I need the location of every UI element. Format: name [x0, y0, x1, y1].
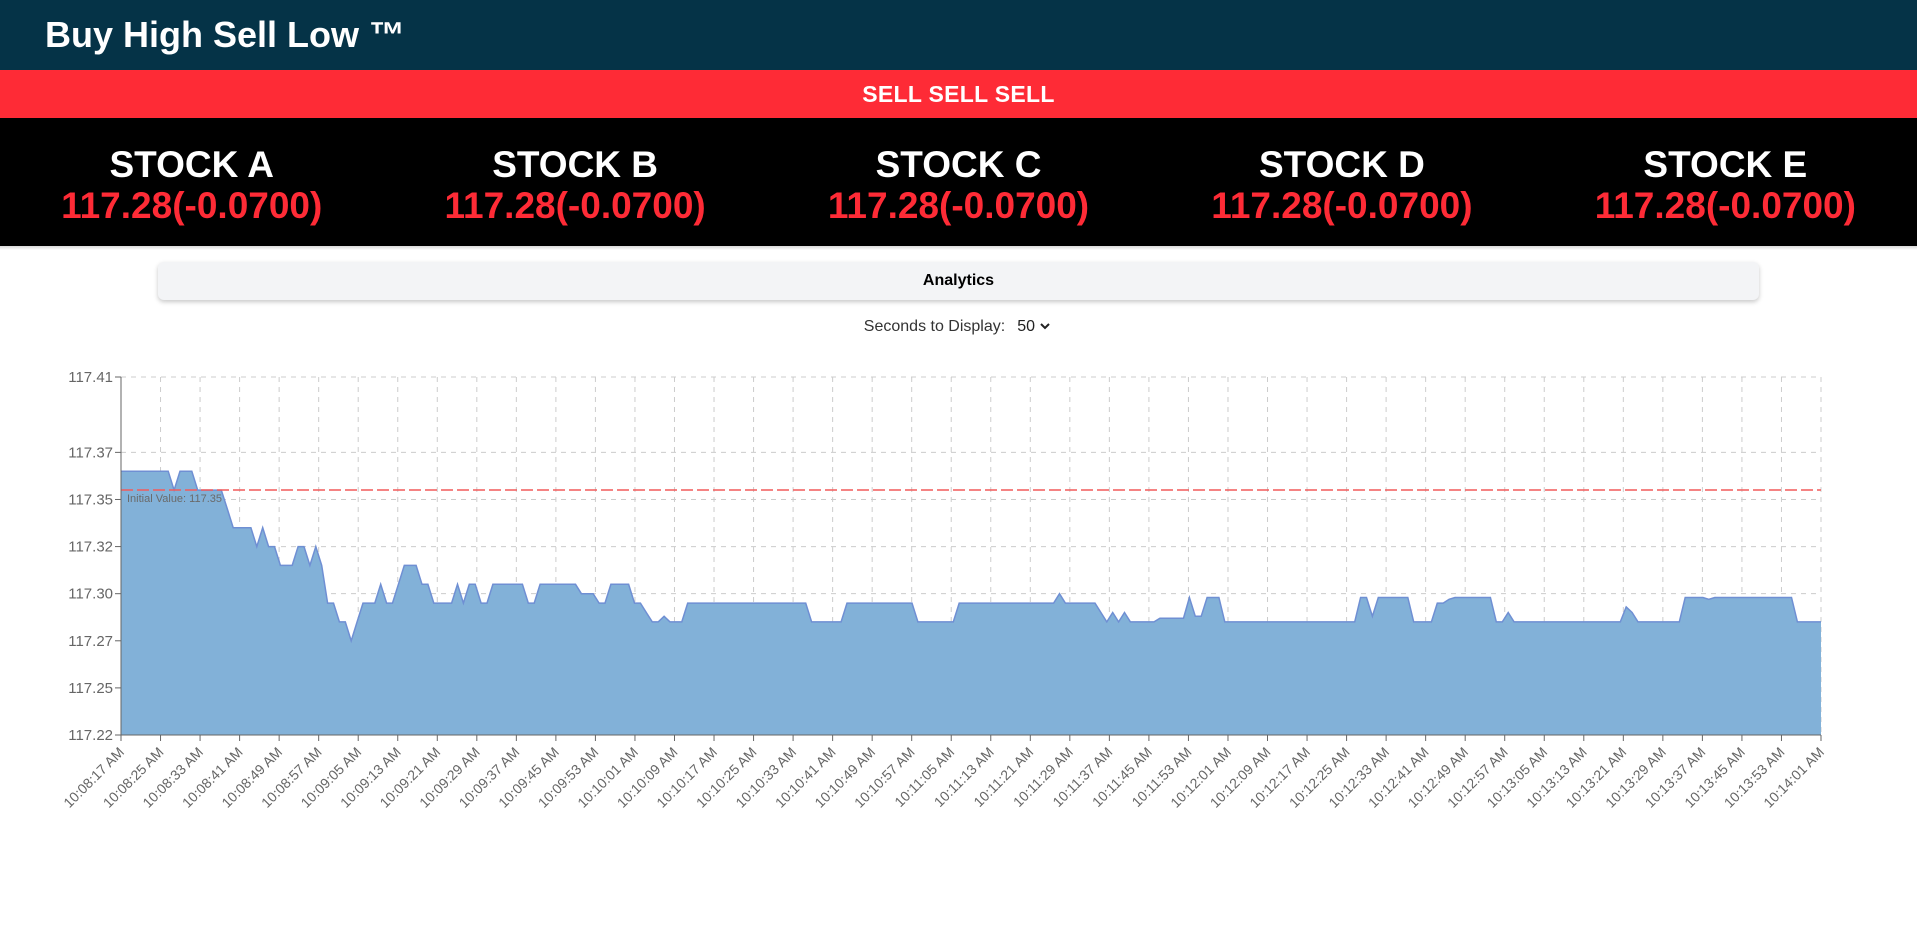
alert-banner-text: SELL SELL SELL [862, 80, 1055, 107]
stock-name: STOCK D [1259, 144, 1425, 186]
chart-series [121, 470, 1821, 735]
seconds-to-display-select[interactable]: 50 [1011, 317, 1054, 336]
stock-name: STOCK E [1643, 144, 1808, 186]
price-chart: Initial Value: 117.35 117.22 117.25 117.27… [60, 369, 1827, 811]
app-header: Buy High Sell Low ™ [0, 0, 1917, 70]
app-title: Buy High Sell Low ™ [45, 14, 406, 55]
area-line [121, 470, 1821, 644]
stock-price: 117.28(-0.0700) [1594, 185, 1856, 226]
stock-price: 117.28(-0.0700) [827, 185, 1090, 226]
stock-a-card: STOCK A 117.28(-0.0700) [0, 145, 383, 226]
y-tick-label: 117.30 [68, 586, 113, 603]
analytics-button[interactable]: Analytics [158, 262, 1759, 300]
stock-name: STOCK C [875, 144, 1042, 186]
alert-banner: SELL SELL SELL [0, 70, 1917, 118]
reference-line-label: Initial Value: 117.35 [127, 493, 222, 505]
y-tick-label: 117.25 [68, 680, 113, 697]
y-tick-label: 117.22 [68, 727, 113, 744]
y-tick-label: 117.37 [68, 444, 113, 461]
y-tick-label: 117.32 [68, 539, 113, 556]
display-controls: Seconds to Display: 50 [0, 317, 1917, 336]
stock-b-card: STOCK B 117.28(-0.0700) [383, 145, 766, 226]
analytics-section: Analytics [0, 262, 1917, 300]
stock-c-card: STOCK C 117.28(-0.0700) [767, 145, 1150, 226]
stock-price: 117.28(-0.0700) [1211, 185, 1473, 226]
y-tick-label: 117.35 [68, 491, 113, 508]
y-tick-label: 117.41 [68, 369, 113, 386]
stock-e-card: STOCK E 117.28(-0.0700) [1534, 145, 1917, 226]
stock-name: STOCK A [109, 144, 274, 186]
ticker-shadow [0, 246, 1917, 250]
stock-ticker: STOCK A 117.28(-0.0700) STOCK B 117.28(-… [0, 118, 1917, 246]
y-tick-label: 117.27 [68, 633, 113, 650]
stock-price: 117.28(-0.0700) [61, 185, 323, 226]
stock-price: 117.28(-0.0700) [444, 185, 706, 226]
stock-d-card: STOCK D 117.28(-0.0700) [1150, 145, 1533, 226]
stock-name: STOCK B [492, 144, 659, 186]
reference-line: Initial Value: 117.35 [121, 489, 1821, 505]
seconds-to-display-label: Seconds to Display: [863, 317, 1006, 335]
